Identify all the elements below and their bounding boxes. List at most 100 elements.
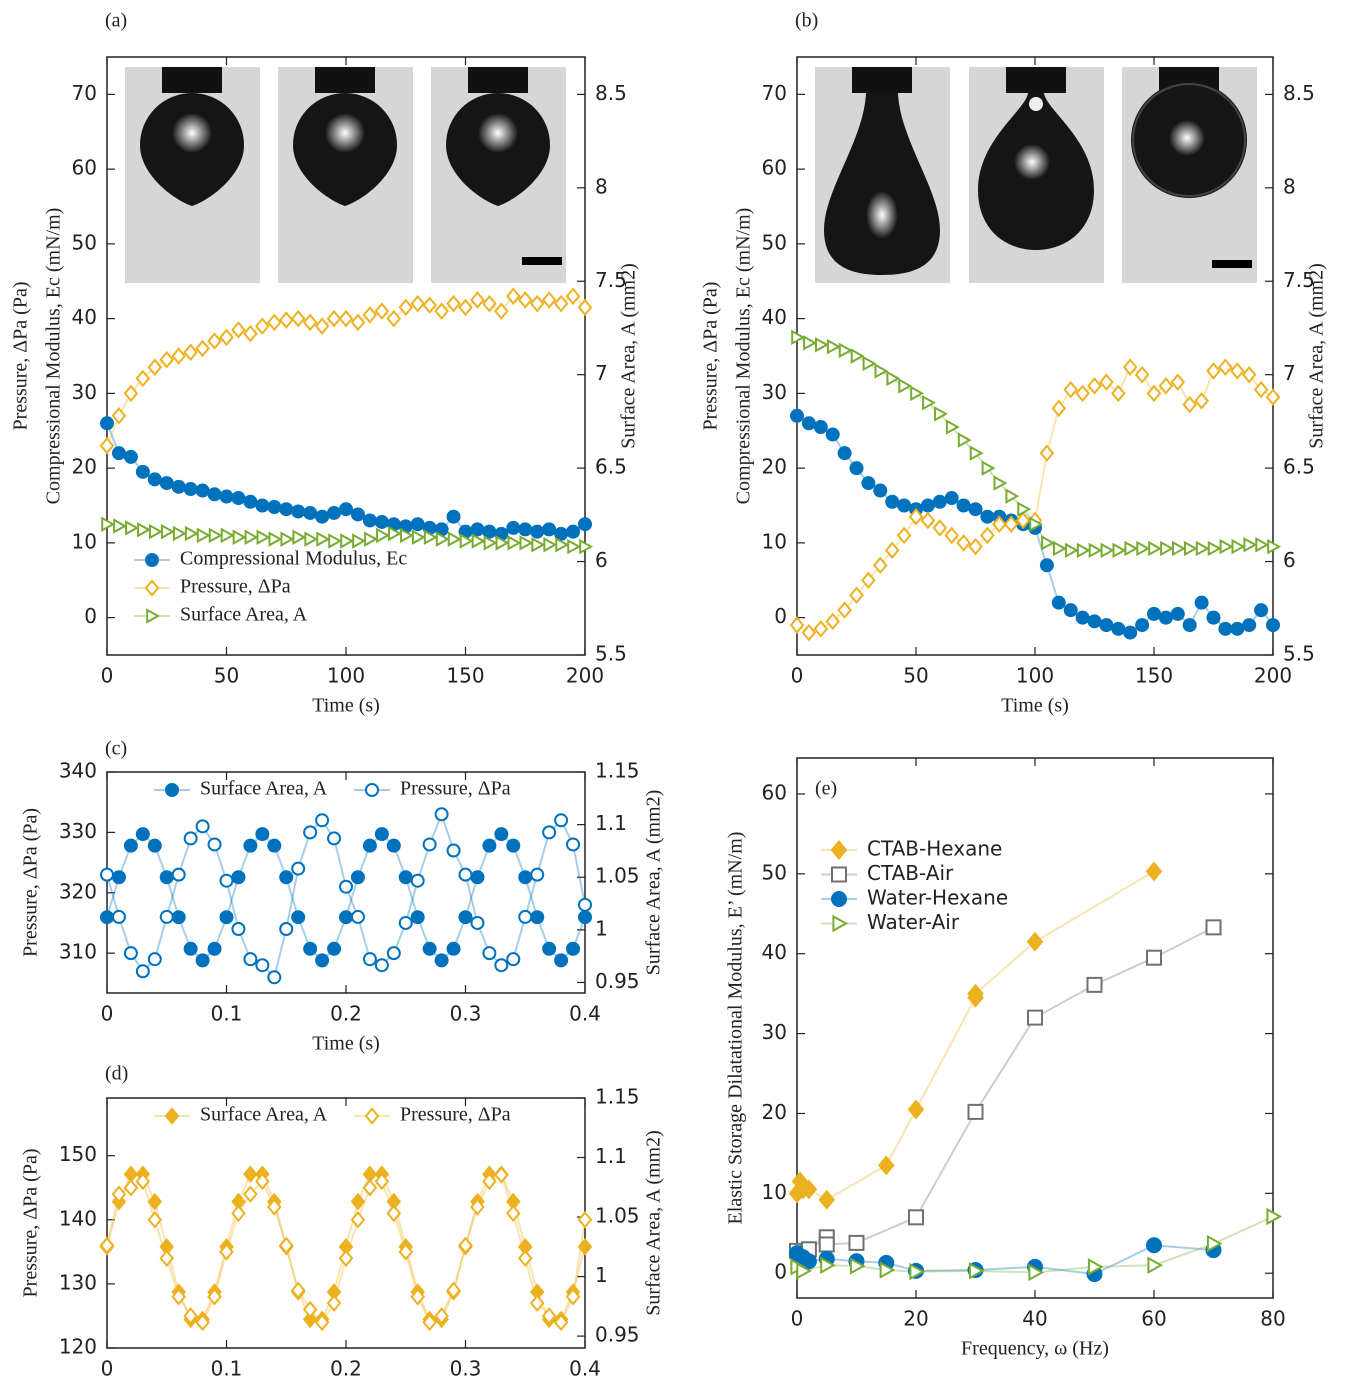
marker — [542, 522, 557, 537]
marker — [159, 909, 174, 924]
marker — [1172, 540, 1186, 557]
marker — [482, 946, 497, 961]
marker — [304, 531, 319, 547]
scale-bar — [1212, 260, 1252, 268]
marker — [1063, 380, 1079, 399]
x-axis-label: Frequency, ω (Hz) — [961, 1338, 1109, 1360]
marker — [967, 1103, 984, 1120]
legend-label: Compressional Modulus, Ec — [180, 548, 407, 570]
y-tick-label: 40 — [762, 940, 787, 964]
marker — [1243, 537, 1258, 553]
marker — [339, 502, 353, 517]
y2-tick-label: 7 — [1283, 361, 1296, 385]
marker — [494, 1166, 509, 1184]
y2-axis-label: Surface Area, A (mm2) — [643, 790, 665, 976]
marker — [1229, 362, 1245, 380]
marker — [470, 1198, 485, 1216]
marker — [386, 1204, 402, 1223]
x-tick-label: 50 — [214, 664, 239, 688]
y2-tick-label: 0.95 — [595, 1323, 640, 1347]
marker — [290, 309, 306, 328]
marker — [231, 1204, 246, 1223]
x-tick-label: 0 — [101, 664, 114, 688]
marker — [991, 515, 1007, 533]
legend-marker — [831, 866, 847, 883]
marker — [171, 867, 186, 882]
y-tick-label: 60 — [72, 156, 97, 180]
marker — [458, 910, 473, 925]
marker — [374, 514, 389, 529]
marker — [135, 369, 151, 388]
marker — [172, 525, 187, 542]
marker — [111, 1185, 127, 1203]
marker — [956, 498, 971, 513]
marker — [255, 827, 270, 842]
y-tick-label: 340 — [59, 759, 97, 783]
marker — [826, 338, 841, 355]
marker — [123, 1178, 139, 1197]
marker — [207, 1287, 222, 1306]
marker — [566, 524, 581, 539]
marker — [208, 527, 223, 544]
marker — [327, 831, 342, 846]
marker — [1265, 388, 1281, 406]
x-tick-label: 60 — [1141, 1307, 1166, 1331]
marker — [350, 909, 365, 924]
marker — [327, 941, 342, 956]
y2-axis-label: Surface Area, A (mm2) — [618, 263, 640, 449]
marker — [801, 416, 816, 431]
marker — [1017, 501, 1032, 517]
legend-label: CTAB-Air — [867, 861, 954, 885]
marker — [577, 1211, 593, 1229]
marker — [470, 915, 485, 930]
marker — [388, 525, 402, 542]
marker — [873, 483, 888, 498]
marker — [160, 523, 175, 540]
marker — [818, 1236, 835, 1253]
marker — [149, 523, 163, 540]
marker — [315, 813, 330, 828]
marker — [422, 1313, 437, 1332]
y2-tick-label: 6.5 — [1283, 455, 1315, 479]
marker — [123, 838, 138, 853]
marker — [1266, 1207, 1283, 1226]
marker — [482, 838, 497, 853]
marker — [183, 1307, 198, 1325]
marker — [818, 1189, 836, 1210]
x-tick-label: 0.4 — [569, 1002, 601, 1026]
marker — [458, 867, 473, 882]
y-tick-label: 70 — [72, 81, 97, 105]
marker — [944, 526, 960, 545]
y-tick-label: 130 — [59, 1270, 97, 1294]
marker — [328, 533, 343, 549]
marker — [1253, 380, 1269, 399]
marker — [171, 910, 186, 925]
legend-label: Pressure, ΔPa — [400, 778, 511, 800]
marker — [302, 1300, 318, 1319]
x-tick-label: 50 — [903, 664, 928, 688]
marker — [800, 1253, 817, 1270]
marker — [1028, 1263, 1045, 1282]
x-tick-label: 0.3 — [450, 1002, 482, 1026]
y-tick-label: 330 — [59, 819, 97, 843]
marker — [410, 873, 425, 888]
marker — [458, 1236, 473, 1255]
series-line — [106, 422, 586, 535]
marker — [362, 952, 377, 967]
marker — [422, 837, 437, 852]
marker — [800, 1179, 818, 1200]
marker — [909, 1262, 926, 1281]
marker — [483, 535, 498, 551]
marker — [849, 1257, 866, 1275]
y-tick-label: 20 — [762, 455, 787, 479]
marker — [531, 537, 546, 553]
marker — [267, 499, 282, 514]
marker — [471, 533, 486, 549]
marker — [494, 958, 509, 973]
marker — [1100, 542, 1115, 559]
marker — [243, 1185, 258, 1203]
marker — [1026, 931, 1044, 952]
marker — [945, 419, 960, 435]
x-axis-label: Time (s) — [312, 1033, 380, 1055]
marker — [967, 983, 984, 1004]
